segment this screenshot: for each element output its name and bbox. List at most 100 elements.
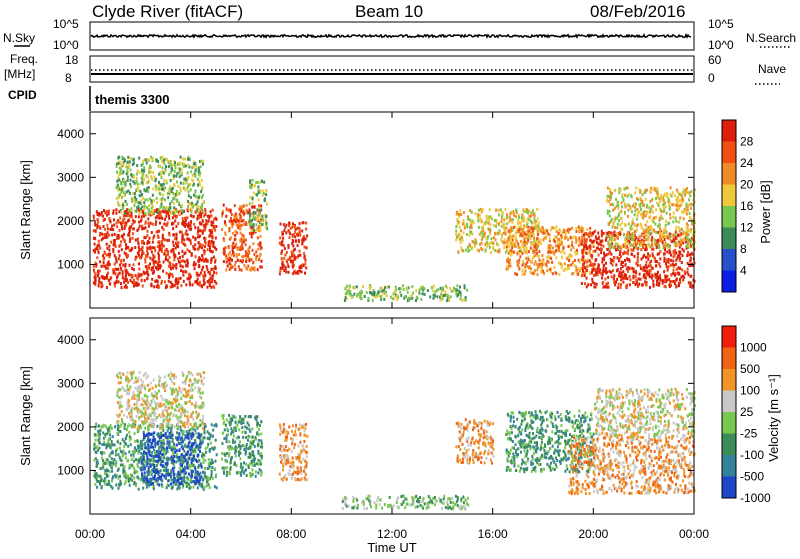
data-cell bbox=[666, 195, 668, 198]
data-cell bbox=[485, 215, 487, 218]
data-cell bbox=[95, 476, 97, 479]
data-cell bbox=[140, 208, 142, 211]
data-cell bbox=[532, 213, 534, 216]
data-cell bbox=[119, 254, 121, 257]
data-cell bbox=[180, 269, 182, 272]
data-cell bbox=[613, 246, 615, 249]
data-cell bbox=[160, 157, 162, 160]
data-cell bbox=[609, 198, 611, 201]
power-heatmap bbox=[93, 156, 696, 303]
data-cell bbox=[487, 235, 489, 238]
data-cell bbox=[197, 230, 199, 233]
colorbar-tick-label: 28 bbox=[740, 135, 754, 149]
data-cell bbox=[533, 272, 535, 275]
data-cell bbox=[651, 241, 653, 244]
data-cell bbox=[199, 245, 201, 248]
data-cell bbox=[175, 247, 177, 250]
data-cell bbox=[581, 241, 583, 244]
data-cell bbox=[646, 266, 648, 269]
data-cell bbox=[611, 192, 613, 195]
data-cell bbox=[637, 258, 639, 261]
data-cell bbox=[643, 274, 645, 277]
data-cell bbox=[579, 239, 581, 242]
data-cell bbox=[200, 190, 202, 193]
data-cell bbox=[614, 238, 616, 241]
data-cell bbox=[208, 478, 210, 481]
data-cell bbox=[115, 212, 117, 215]
data-cell bbox=[173, 183, 175, 186]
data-cell bbox=[162, 245, 164, 248]
data-cell bbox=[621, 206, 623, 209]
data-cell bbox=[547, 232, 549, 235]
data-cell bbox=[130, 169, 132, 172]
data-cell bbox=[96, 486, 98, 489]
data-cell bbox=[252, 249, 254, 252]
data-cell bbox=[238, 265, 240, 268]
data-cell bbox=[279, 269, 281, 272]
data-cell bbox=[131, 213, 133, 216]
data-cell bbox=[138, 221, 140, 224]
data-cell bbox=[116, 180, 118, 183]
data-cell bbox=[138, 268, 140, 271]
data-cell bbox=[286, 251, 288, 254]
data-cell bbox=[168, 160, 170, 163]
data-cell bbox=[620, 286, 622, 289]
data-cell bbox=[239, 227, 241, 230]
data-cell bbox=[533, 250, 535, 253]
data-cell bbox=[174, 219, 176, 222]
data-cell bbox=[258, 191, 260, 194]
data-cell bbox=[124, 212, 126, 215]
data-cell bbox=[299, 266, 301, 269]
data-cell bbox=[206, 265, 208, 268]
data-cell bbox=[681, 228, 683, 231]
data-cell bbox=[256, 255, 258, 258]
data-cell bbox=[201, 259, 203, 262]
data-cell bbox=[640, 213, 642, 216]
data-cell bbox=[145, 158, 147, 161]
data-cell bbox=[650, 187, 652, 190]
data-cell bbox=[141, 181, 143, 184]
data-cell bbox=[153, 460, 155, 463]
data-cell bbox=[255, 250, 257, 253]
data-cell bbox=[138, 215, 140, 218]
data-cell bbox=[190, 224, 192, 227]
data-cell bbox=[181, 209, 183, 212]
data-cell bbox=[129, 164, 131, 167]
data-cell bbox=[172, 241, 174, 244]
data-cell bbox=[146, 158, 148, 161]
data-cell bbox=[592, 269, 594, 272]
data-cell bbox=[109, 282, 111, 285]
data-cell bbox=[659, 227, 661, 230]
data-cell bbox=[98, 425, 100, 428]
data-cell bbox=[199, 183, 201, 186]
data-cell bbox=[584, 282, 586, 285]
data-cell bbox=[629, 275, 631, 278]
data-cell bbox=[117, 268, 119, 271]
data-cell bbox=[478, 226, 480, 229]
data-cell bbox=[104, 252, 106, 255]
data-cell bbox=[206, 485, 208, 488]
data-cell bbox=[239, 213, 241, 216]
data-cell bbox=[195, 263, 197, 266]
data-cell bbox=[656, 202, 658, 205]
data-cell bbox=[665, 276, 667, 279]
data-cell bbox=[139, 194, 141, 197]
data-cell bbox=[289, 232, 291, 235]
data-cell bbox=[285, 270, 287, 273]
data-cell bbox=[688, 203, 690, 206]
data-cell bbox=[299, 231, 301, 234]
data-cell bbox=[95, 247, 97, 250]
data-cell bbox=[668, 203, 670, 206]
data-cell bbox=[119, 456, 121, 459]
data-cell bbox=[588, 235, 590, 238]
data-cell bbox=[147, 429, 149, 432]
data-cell bbox=[620, 283, 622, 286]
data-cell bbox=[642, 203, 644, 206]
data-cell bbox=[283, 269, 285, 272]
data-cell bbox=[152, 223, 154, 226]
data-cell bbox=[134, 440, 136, 443]
data-cell bbox=[455, 238, 457, 241]
data-cell bbox=[133, 460, 135, 463]
data-cell bbox=[151, 207, 153, 210]
data-cell bbox=[655, 223, 657, 226]
